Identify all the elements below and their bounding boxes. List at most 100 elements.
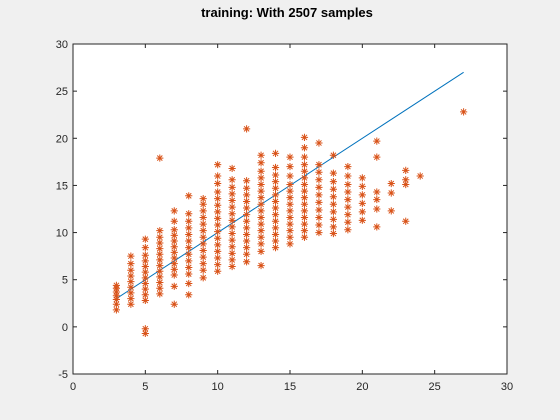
data-point — [359, 174, 366, 181]
y-tick-label: -5 — [58, 369, 68, 381]
data-point — [214, 268, 221, 275]
data-point — [359, 191, 366, 198]
data-point — [156, 234, 163, 241]
data-point — [200, 214, 207, 221]
data-point — [185, 251, 192, 258]
data-point — [315, 206, 322, 213]
data-point — [127, 267, 134, 274]
data-point — [315, 176, 322, 183]
data-point — [185, 192, 192, 199]
data-point — [214, 180, 221, 187]
data-point — [200, 234, 207, 241]
data-point — [214, 221, 221, 228]
data-point — [229, 223, 236, 230]
data-point — [315, 139, 322, 146]
x-tick-label: 25 — [429, 381, 441, 393]
data-point — [301, 144, 308, 151]
data-point — [257, 159, 264, 166]
data-point — [185, 257, 192, 264]
data-point — [330, 170, 337, 177]
data-point — [286, 181, 293, 188]
y-tick-label: 10 — [56, 228, 68, 240]
data-point — [243, 204, 250, 211]
data-point — [171, 218, 178, 225]
data-point — [229, 165, 236, 172]
data-point — [330, 223, 337, 230]
data-point — [373, 196, 380, 203]
data-point — [214, 248, 221, 255]
data-point — [272, 164, 279, 171]
data-point — [214, 261, 221, 268]
data-point — [373, 205, 380, 212]
data-point — [185, 237, 192, 244]
data-point — [229, 204, 236, 211]
y-tick-label: 0 — [62, 322, 68, 334]
data-point — [229, 190, 236, 197]
x-tick-label: 30 — [501, 381, 513, 393]
data-point — [330, 208, 337, 215]
data-point — [243, 211, 250, 218]
data-point — [301, 154, 308, 161]
data-point — [229, 197, 236, 204]
data-point — [229, 250, 236, 257]
data-point — [286, 194, 293, 201]
data-point — [257, 152, 264, 159]
data-point — [330, 201, 337, 208]
y-tick-label: 20 — [56, 133, 68, 145]
data-point — [315, 229, 322, 236]
data-point — [286, 234, 293, 241]
data-point — [229, 176, 236, 183]
data-point — [373, 154, 380, 161]
data-point — [330, 193, 337, 200]
data-point — [214, 241, 221, 248]
data-point — [171, 226, 178, 233]
data-point — [142, 236, 149, 243]
data-point — [301, 207, 308, 214]
data-point — [272, 178, 279, 185]
data-point — [214, 215, 221, 222]
data-point — [388, 207, 395, 214]
data-point — [185, 280, 192, 287]
data-point — [243, 251, 250, 258]
data-point — [229, 217, 236, 224]
data-point — [214, 188, 221, 195]
data-point — [185, 264, 192, 271]
data-point — [301, 234, 308, 241]
data-point — [185, 270, 192, 277]
y-tick-label: 15 — [56, 180, 68, 192]
data-point — [286, 240, 293, 247]
data-point — [301, 161, 308, 168]
data-point — [272, 244, 279, 251]
data-point — [243, 237, 250, 244]
data-point — [200, 253, 207, 260]
data-point — [344, 196, 351, 203]
data-point — [272, 150, 279, 157]
data-point — [315, 161, 322, 168]
data-point — [388, 189, 395, 196]
data-point — [272, 198, 279, 205]
data-point — [200, 220, 207, 227]
data-point — [229, 184, 236, 191]
data-point — [344, 163, 351, 170]
data-point — [257, 207, 264, 214]
data-point — [214, 172, 221, 179]
data-point — [315, 191, 322, 198]
data-point — [243, 224, 250, 231]
data-point — [171, 283, 178, 290]
data-point — [272, 191, 279, 198]
data-point — [243, 231, 250, 238]
data-point — [286, 172, 293, 179]
data-point — [344, 181, 351, 188]
data-point — [286, 214, 293, 221]
data-point — [214, 235, 221, 242]
data-point — [257, 187, 264, 194]
data-point — [315, 169, 322, 176]
data-point — [330, 186, 337, 193]
data-point — [113, 282, 120, 289]
data-point — [257, 201, 264, 208]
data-point — [344, 172, 351, 179]
data-point — [243, 198, 250, 205]
data-point — [315, 184, 322, 191]
